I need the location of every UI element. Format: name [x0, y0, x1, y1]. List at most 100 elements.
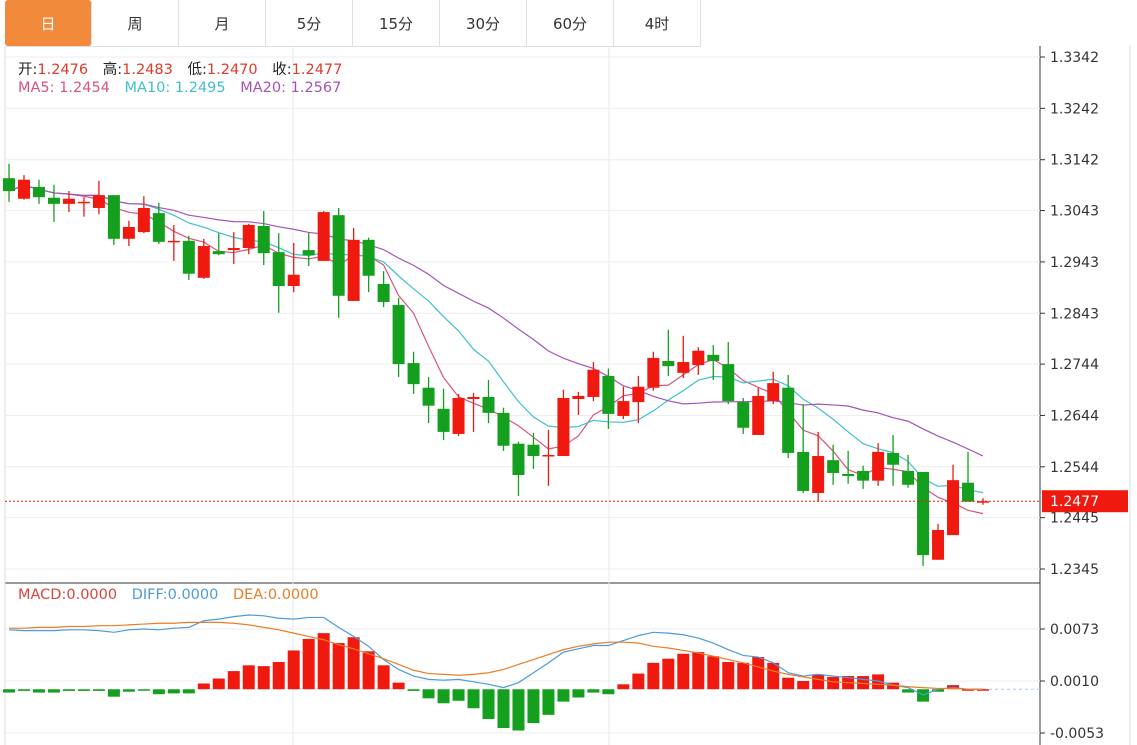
candle [182, 235, 195, 280]
candle [212, 233, 225, 256]
macd-bar [677, 653, 690, 690]
price-tick-label: 1.2843 [1050, 306, 1099, 322]
macd-bar [287, 650, 300, 690]
macd-bar [437, 689, 450, 704]
dea-line [9, 621, 983, 690]
price-tick-label: 1.3342 [1050, 50, 1099, 66]
candle [737, 397, 750, 434]
ma5-legend: MA5: 1.2454 [18, 80, 110, 96]
candle [962, 451, 975, 502]
candle [662, 329, 675, 376]
macd-bar [422, 689, 435, 699]
ma-legend: MA5: 1.2454 MA10: 1.2495 MA20: 1.2567 [18, 80, 351, 96]
diff-line [8, 614, 983, 696]
candle-body [707, 354, 720, 362]
candle-body [737, 402, 750, 428]
candle-body [902, 470, 915, 485]
candle [587, 362, 600, 402]
candle-body [47, 197, 60, 204]
price-tick-label: 1.2943 [1050, 255, 1099, 271]
candle-body [347, 239, 360, 301]
macd-bar [512, 689, 525, 731]
candle-body [542, 454, 555, 457]
price-tick-label: 1.3142 [1050, 153, 1099, 169]
candle [797, 404, 810, 493]
macd-bar [392, 682, 405, 690]
candle [197, 238, 210, 279]
high-value: 1.2483 [122, 62, 173, 78]
candle-body [317, 212, 330, 261]
candle-body [407, 363, 420, 385]
low-value: 1.2470 [206, 62, 258, 78]
price-tick-label: 1.2345 [1050, 562, 1099, 578]
candle-body [527, 444, 540, 457]
macd-bar [692, 652, 705, 690]
candle-body [197, 245, 210, 278]
candle-body [437, 408, 450, 432]
macd-bar [797, 681, 810, 690]
candle-body [692, 350, 705, 366]
candle [242, 223, 255, 255]
candle-body [812, 456, 825, 493]
candle-body [947, 480, 960, 536]
candle [32, 179, 45, 204]
candle-body [422, 387, 435, 406]
candle-body [602, 375, 615, 414]
macd-bar [302, 638, 315, 690]
macd-bar [722, 662, 735, 690]
macd-bar [272, 662, 285, 690]
candle [707, 345, 720, 381]
candle [617, 386, 630, 420]
open-label: 开: [18, 62, 38, 78]
candle [842, 450, 855, 484]
low-label: 低: [187, 62, 207, 78]
candle-body [962, 482, 975, 502]
tab-month[interactable]: 月 [179, 0, 266, 46]
tab-15min[interactable]: 15分 [353, 0, 440, 46]
candle-body [3, 178, 15, 192]
candle [692, 347, 705, 375]
macd-bar [227, 671, 240, 690]
macd-bar [827, 676, 840, 690]
candle-body [677, 362, 690, 373]
diff-legend-item: DIFF:0.0000 [131, 587, 219, 603]
candle-body [362, 239, 375, 276]
candle-body [482, 396, 495, 413]
macd-bar [452, 689, 465, 701]
macd-bar [497, 689, 510, 729]
candle [422, 376, 435, 424]
candle [572, 391, 585, 415]
tab-day[interactable]: 日 [5, 0, 92, 46]
tab-30min[interactable]: 30分 [440, 0, 527, 46]
candle [557, 389, 570, 457]
candle-body [572, 395, 585, 400]
candle-body [767, 383, 780, 402]
candle-body [62, 198, 75, 204]
candle-body [272, 252, 285, 287]
candle [722, 342, 735, 405]
candle-body [287, 274, 300, 287]
price-tick-label: 1.2744 [1050, 357, 1099, 373]
macd-bar [872, 674, 885, 690]
macd-tick-label: -0.0053 [1050, 726, 1104, 742]
macd-bar [572, 689, 585, 698]
candle-body [587, 369, 600, 397]
candle [872, 443, 885, 486]
tab-week[interactable]: 周 [92, 0, 179, 46]
tab-5min[interactable]: 5分 [266, 0, 353, 46]
dea-legend-item: DEA:0.0000 [232, 587, 319, 603]
candle [137, 196, 150, 234]
tab-4hour[interactable]: 4时 [614, 0, 701, 46]
macd-bar [887, 682, 900, 690]
candle [347, 228, 360, 301]
tab-60min[interactable]: 60分 [527, 0, 614, 46]
high-label: 高: [102, 62, 123, 78]
macd-bar [107, 689, 120, 697]
candle-body [377, 283, 390, 302]
candle [677, 335, 690, 378]
macd-tick-label: 0.0073 [1050, 622, 1099, 638]
candle [767, 371, 780, 405]
candle [317, 211, 330, 261]
candle-body [182, 240, 195, 274]
